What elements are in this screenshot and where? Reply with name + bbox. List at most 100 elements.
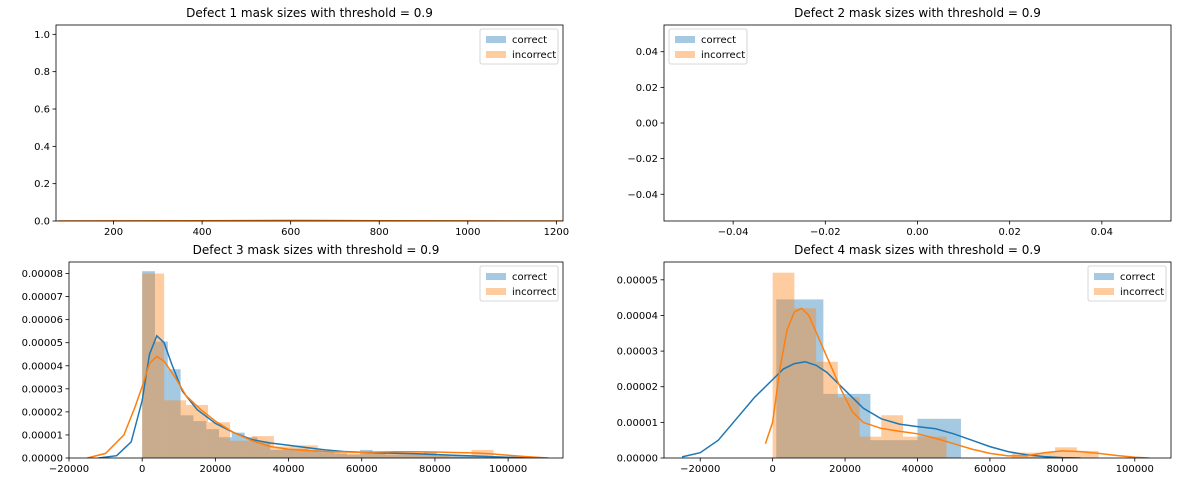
hist-bar-incorrect [208, 422, 231, 458]
hist-bar-correct [347, 454, 360, 458]
x-tick-label: −20000 [680, 464, 720, 475]
legend-box [1087, 265, 1167, 302]
x-tick-label: 200 [104, 227, 123, 238]
axes-frame [55, 24, 564, 222]
x-tick-label: −0.02 [810, 227, 841, 238]
hist-bar-correct [180, 415, 194, 458]
y-tick-label: 0.00004 [617, 311, 658, 322]
subplot-3: −20000 0 20000 40000 60000 80000 100000 0.00000… [22, 243, 564, 475]
legend-swatch-correct [1094, 273, 1114, 280]
x-tick-label: −20000 [49, 464, 89, 475]
legend-swatch-correct [486, 273, 506, 280]
hist-bar-correct [334, 453, 348, 458]
x-tick-label: 800 [370, 227, 389, 238]
hist-bar-incorrect [1055, 447, 1077, 458]
kde-line-incorrect [87, 355, 549, 458]
x-tick-label: 80000 [419, 464, 451, 475]
hist-bar-correct [372, 453, 386, 458]
legend-label-correct: correct [701, 35, 736, 46]
legend-box [479, 265, 559, 302]
hist-bar-correct [193, 421, 207, 458]
y-tick-label: 0.00005 [617, 275, 658, 286]
legend-label-incorrect: incorrect [512, 287, 556, 298]
y-tick-label: 0.02 [636, 83, 658, 94]
hist-bar-correct [411, 454, 424, 458]
kde-line-correct [98, 334, 545, 458]
hist-bar-incorrect [449, 456, 472, 458]
x-tick-label: 1200 [544, 227, 569, 238]
hist-bar-incorrect [772, 272, 795, 458]
legend-label-incorrect: incorrect [512, 50, 556, 61]
hist-bar-correct [385, 454, 399, 458]
hist-bar-correct [283, 448, 296, 458]
hist-bar-incorrect [273, 446, 296, 458]
chart-title: Defect 2 mask sizes with threshold = 0.9 [794, 6, 1041, 20]
hist-bar-correct [823, 393, 871, 458]
legend: correct incorrect [479, 265, 559, 302]
y-tick-label: 0.00000 [22, 454, 63, 465]
axes-frame [68, 261, 564, 459]
hist-bar-incorrect [881, 415, 904, 458]
legend: correct incorrect [479, 28, 559, 65]
hist-bar-correct [398, 454, 412, 458]
y-tick-label: 0.00003 [22, 384, 63, 395]
x-tick-label: 100000 [489, 464, 527, 475]
legend-label-correct: correct [512, 272, 547, 283]
legend-swatch-correct [486, 36, 506, 43]
x-tick-label: 60000 [346, 464, 378, 475]
plot-area [87, 271, 549, 458]
hist-bar-incorrect [427, 454, 450, 458]
x-tick-label: 600 [281, 227, 300, 238]
y-tick-label: 1.0 [34, 30, 50, 41]
x-tick-label: 0.00 [906, 227, 928, 238]
x-tick-label: 40000 [273, 464, 305, 475]
x-tick-label: 80000 [1046, 464, 1078, 475]
x-tick-label: 0.02 [999, 227, 1021, 238]
hist-bar-incorrect [186, 404, 209, 458]
x-tick-label: 0 [769, 464, 775, 475]
y-tick-label: 0.6 [34, 105, 50, 116]
hist-bar-incorrect [164, 400, 187, 458]
x-tick-label: −0.04 [718, 227, 749, 238]
legend-label-correct: correct [512, 35, 547, 46]
y-tick-label: 0.00005 [22, 338, 63, 349]
y-tick-label: 0.04 [636, 47, 658, 58]
hist-bar-incorrect [1076, 450, 1099, 458]
hist-bar-incorrect [339, 453, 362, 458]
legend-box [668, 28, 748, 65]
x-tick-label: 40000 [902, 464, 934, 475]
hist-bar-correct [219, 437, 232, 458]
hist-bar-correct [308, 449, 322, 458]
legend-swatch-correct [675, 36, 695, 43]
kde-line-correct [681, 361, 1081, 458]
hist-bar-correct [270, 449, 284, 458]
legend-swatch-incorrect [1094, 288, 1114, 295]
hist-bar-correct [462, 455, 476, 458]
legend-box [479, 28, 559, 65]
hist-bar-incorrect [1033, 452, 1056, 458]
hist-bar-correct [776, 299, 824, 458]
subplot-2: −0.04 −0.02 0.00 0.02 0.04 −0.04 −0.02 0.00 0.02… [627, 6, 1172, 238]
legend-label-incorrect: incorrect [701, 50, 745, 61]
hist-bar-correct [436, 455, 450, 458]
legend: correct incorrect [1087, 265, 1167, 302]
y-tick-label: 0.00001 [617, 418, 658, 429]
x-tick-label: 60000 [974, 464, 1006, 475]
hist-bar-incorrect [230, 440, 252, 458]
plot-area [681, 272, 1150, 458]
hist-bar-correct [917, 418, 961, 458]
y-tick-label: 0.00003 [617, 347, 658, 358]
hist-bar-incorrect [837, 397, 860, 458]
x-tick-label: 400 [193, 227, 212, 238]
y-tick-label: 0.00 [636, 119, 658, 130]
hist-bar-incorrect [361, 452, 384, 458]
y-tick-label: 0.00002 [617, 382, 658, 393]
y-tick-label: 0.00001 [22, 430, 63, 441]
legend-swatch-incorrect [486, 51, 506, 58]
kde-line-incorrect [764, 307, 1150, 458]
hist-bar-incorrect [142, 273, 165, 458]
y-tick-label: 0.8 [34, 67, 50, 78]
hist-bar-incorrect [859, 436, 882, 458]
y-tick-label: 0.00008 [22, 269, 63, 280]
hist-bar-correct [449, 455, 463, 458]
